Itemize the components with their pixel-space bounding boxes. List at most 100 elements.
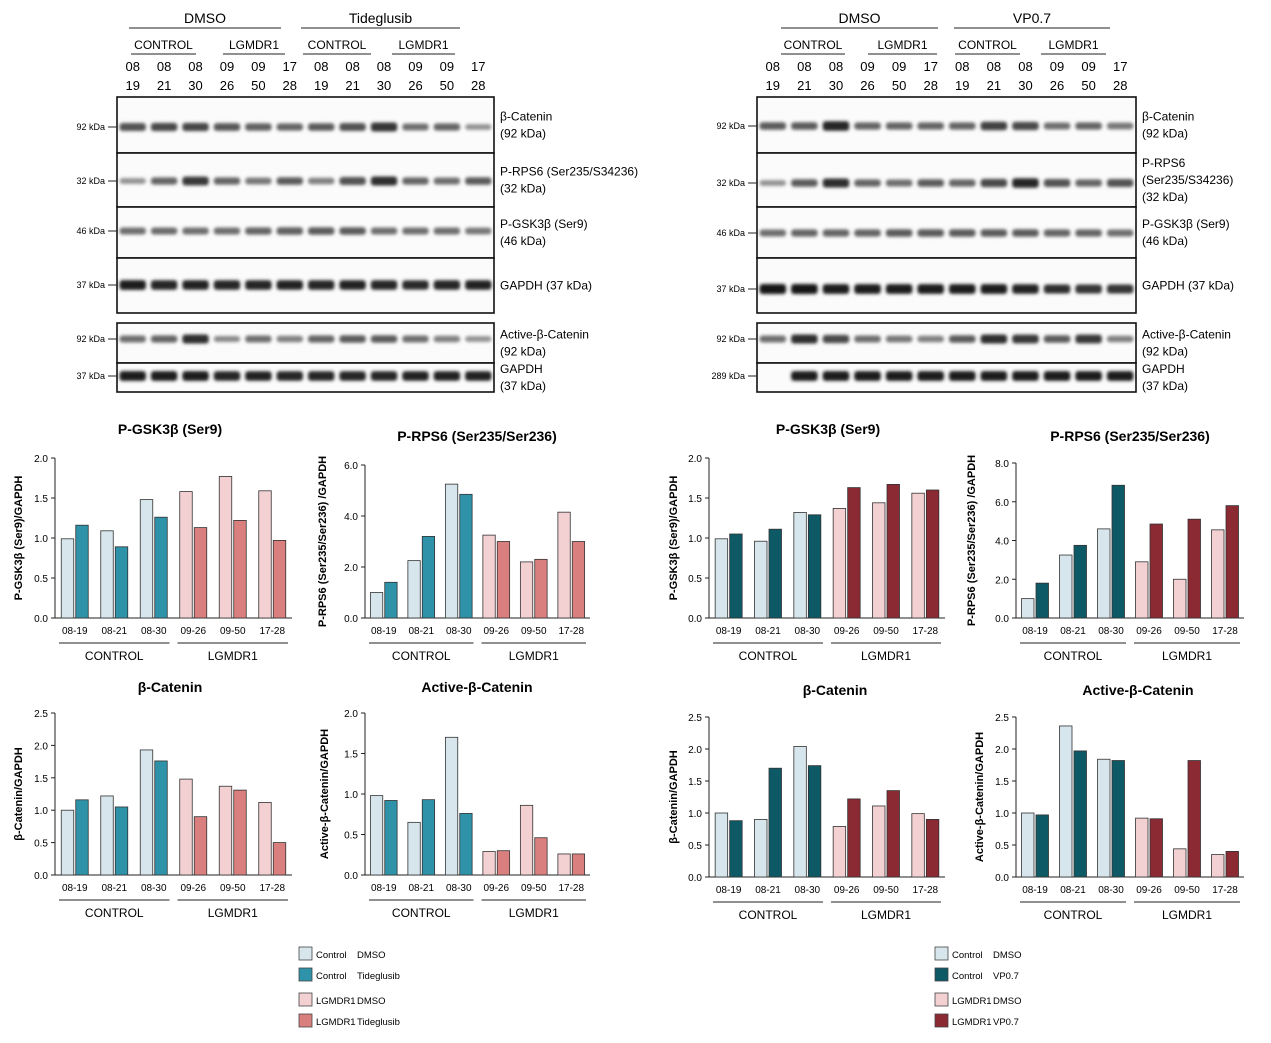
blot-band — [885, 179, 913, 187]
lane-id-top: 08 — [797, 59, 811, 74]
lane-id-top: 08 — [188, 59, 202, 74]
y-tick-label: 1.5 — [34, 774, 48, 785]
blot-band — [308, 177, 335, 185]
x-tick-label: 08-21 — [408, 883, 434, 894]
bar-dmso — [60, 538, 75, 619]
blot-band — [150, 280, 178, 290]
lane-id-bottom: 30 — [829, 78, 843, 93]
blot-band — [465, 371, 492, 381]
blot-band — [119, 280, 146, 290]
y-tick-label: 0.5 — [34, 574, 48, 585]
blot-band — [917, 122, 944, 130]
x-tick-label: 17-28 — [259, 626, 285, 637]
blot-band — [433, 371, 461, 381]
bar-dmso — [60, 809, 75, 876]
blot-frame — [116, 322, 495, 364]
bar-treated — [384, 800, 398, 876]
bar-dmso — [1097, 758, 1111, 878]
lane-id-bottom: 26 — [220, 78, 234, 93]
blot-band — [917, 371, 944, 381]
y-axis-label: Active-β-Catenin/GAPDH — [319, 729, 331, 859]
blot-antibody-label: (37 kDa) — [1142, 379, 1188, 393]
lane-id-top: 09 — [860, 59, 874, 74]
y-tick-label: 1.5 — [995, 777, 1009, 788]
blot-band — [949, 335, 976, 343]
blot-band — [1075, 179, 1102, 187]
kda-marker: 37 kDa — [76, 371, 105, 381]
blot-band — [759, 335, 787, 343]
blot-antibody-label: P-GSK3β (Ser9) — [500, 217, 588, 231]
blot-band — [822, 229, 850, 237]
legend-treatment: DMSO — [993, 950, 1022, 961]
y-tick-label: 2.0 — [344, 709, 358, 720]
legend-group: LGMDR1 — [316, 996, 356, 1007]
y-tick-label: 0.0 — [344, 614, 358, 625]
blot-band — [1106, 371, 1134, 381]
bar-dmso — [1173, 578, 1187, 619]
blot-bands — [119, 280, 492, 290]
y-tick-label: 1.0 — [34, 534, 48, 545]
bar-dmso — [258, 802, 272, 876]
blot-band — [339, 335, 366, 343]
y-tick-label: 0.0 — [344, 871, 358, 882]
western-blot-panel-1: DMSO Tideglusib CONTROL LGMDR1 CONTROL LGMDR1… — [76, 10, 638, 393]
blot-band — [213, 123, 241, 131]
bar-dmso — [444, 483, 459, 619]
lane-id-top: 08 — [314, 59, 328, 74]
blot-band — [245, 280, 272, 290]
y-tick-label: 0.5 — [34, 839, 48, 850]
x-tick-label: 09-50 — [873, 885, 899, 896]
blot-band — [980, 371, 1008, 381]
blot-band — [791, 229, 818, 237]
bar-dmso — [911, 813, 925, 878]
blot-bands — [119, 227, 492, 235]
bar-treated — [1187, 760, 1201, 878]
bar-dmso — [911, 492, 925, 619]
x-tick-label: 09-26 — [834, 885, 860, 896]
x-tick-label: 08-21 — [755, 626, 781, 637]
bar-treated — [807, 514, 822, 619]
blot-band — [119, 371, 146, 381]
bar-treated — [925, 819, 940, 878]
y-tick-label: 2.0 — [34, 454, 48, 465]
blot-band — [402, 371, 429, 381]
blot-band — [308, 227, 335, 235]
bar-treated — [75, 799, 89, 876]
lane-id-top: 09 — [251, 59, 265, 74]
blot-band — [465, 177, 492, 185]
y-tick-label: 4.0 — [344, 512, 358, 523]
legend-swatch — [298, 946, 313, 961]
bar-dmso — [100, 795, 114, 876]
y-tick-label: 1.0 — [34, 806, 48, 817]
blot-band — [276, 371, 303, 381]
bar-treated — [114, 806, 129, 876]
blot-bands — [759, 178, 1134, 188]
bar-dmso — [258, 490, 272, 619]
blot-band — [339, 280, 366, 290]
y-tick-label: 0.5 — [688, 574, 702, 585]
blot-band — [213, 335, 241, 343]
lane-id-bottom: 26 — [408, 78, 422, 93]
blot-band — [119, 227, 146, 235]
chart-title: Active-β-Catenin — [1082, 682, 1193, 698]
bar-treated — [1035, 814, 1049, 878]
blot-frame — [116, 206, 495, 259]
treatment-label: Tideglusib — [349, 10, 413, 26]
blot-band — [465, 280, 492, 290]
blot-band — [949, 229, 976, 237]
bar-dmso — [1173, 848, 1187, 878]
blot-band — [370, 280, 398, 290]
group-label: CONTROL — [392, 906, 451, 920]
kda-marker: 92 kDa — [76, 334, 105, 344]
bar-chart-4: Active-β-Catenin 0.0 0.5 1.0 1.5 2.0 Active-β-… — [319, 679, 590, 920]
bar-dmso — [714, 538, 729, 619]
blot-band — [245, 335, 272, 343]
bar-treated — [1073, 750, 1087, 878]
bar-dmso — [1135, 561, 1149, 619]
blot-band — [182, 122, 209, 132]
blot-frame — [756, 152, 1137, 208]
bar-treated — [459, 813, 473, 876]
blot-band — [402, 123, 429, 131]
bar-treated — [1225, 851, 1239, 878]
x-tick-label: 08-21 — [755, 885, 781, 896]
